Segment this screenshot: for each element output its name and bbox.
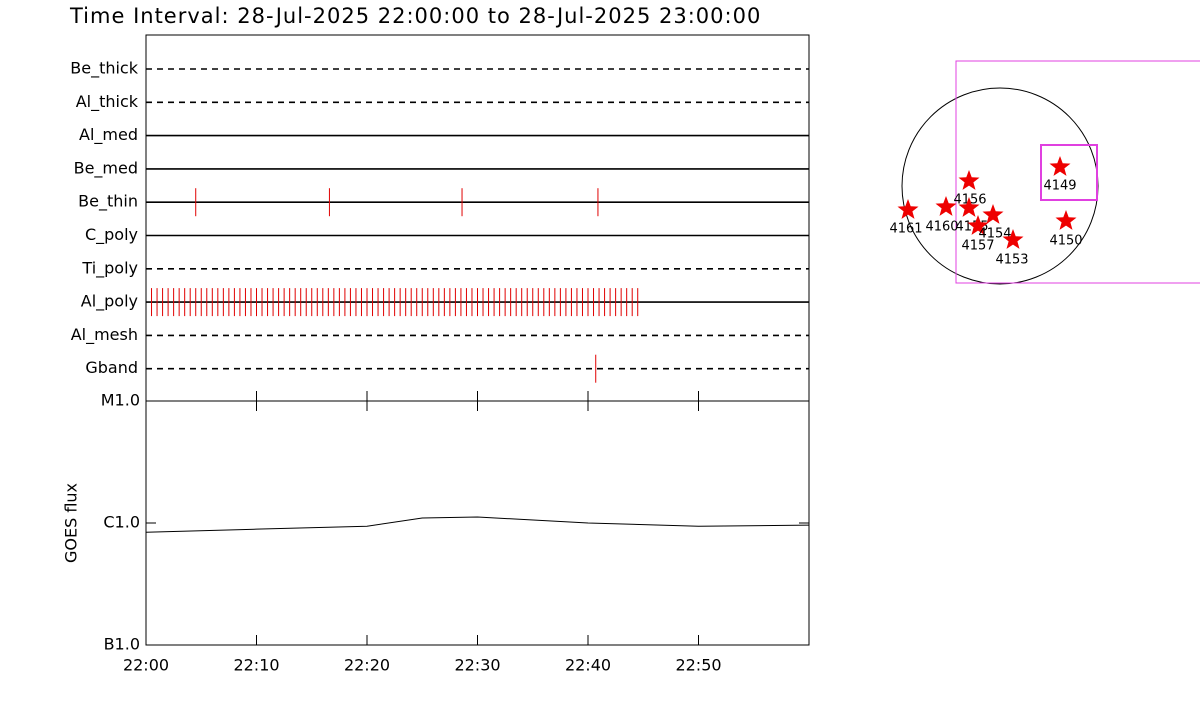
row-label: Al_thick [76, 92, 139, 112]
row-label: Ti_poly [81, 258, 138, 278]
row-label: Be_med [74, 158, 138, 178]
x-tick-label: 22:30 [454, 656, 500, 675]
row-label: Al_med [79, 125, 138, 145]
region-star [982, 204, 1004, 224]
region-star [935, 196, 957, 216]
row-label: Al_poly [81, 292, 138, 312]
timeline-frame [145, 34, 810, 402]
region-label: 4154 [978, 227, 1011, 242]
row-label: C_poly [85, 225, 138, 245]
region-label: 4149 [1043, 179, 1076, 194]
x-tick-label: 22:10 [233, 656, 279, 675]
goes-frame [145, 400, 810, 646]
target-box [1040, 144, 1098, 201]
y-tick-label: C1.0 [103, 513, 140, 532]
title: Time Interval: 28-Jul-2025 22:00:00 to 2… [69, 4, 761, 28]
region-label: 4153 [995, 253, 1028, 268]
y-axis-label: GOES flux [62, 483, 81, 563]
region-label: 4150 [1049, 234, 1082, 249]
row-label: Be_thin [78, 192, 138, 212]
fov-box [955, 60, 1200, 284]
region-star [1002, 229, 1024, 249]
region-star [967, 215, 989, 235]
region-star [1055, 210, 1077, 230]
y-tick-label: M1.0 [101, 391, 140, 410]
y-tick-label: B1.0 [104, 635, 140, 654]
region-star [958, 197, 980, 217]
goes-curve [145, 516, 810, 533]
region-star [1049, 156, 1071, 176]
row-label: Al_mesh [71, 325, 138, 345]
x-tick-label: 22:20 [344, 656, 390, 675]
x-tick-label: 22:50 [675, 656, 721, 675]
row-label: Be_thick [70, 59, 138, 79]
region-label: 4161 [889, 222, 922, 237]
region-label: 4160 [925, 220, 958, 235]
region-star [897, 199, 919, 219]
x-tick-label: 22:40 [565, 656, 611, 675]
region-star [958, 170, 980, 190]
row-label: Gband [85, 358, 138, 377]
region-label: 4157 [961, 239, 994, 254]
x-tick-label: 22:00 [123, 656, 169, 675]
